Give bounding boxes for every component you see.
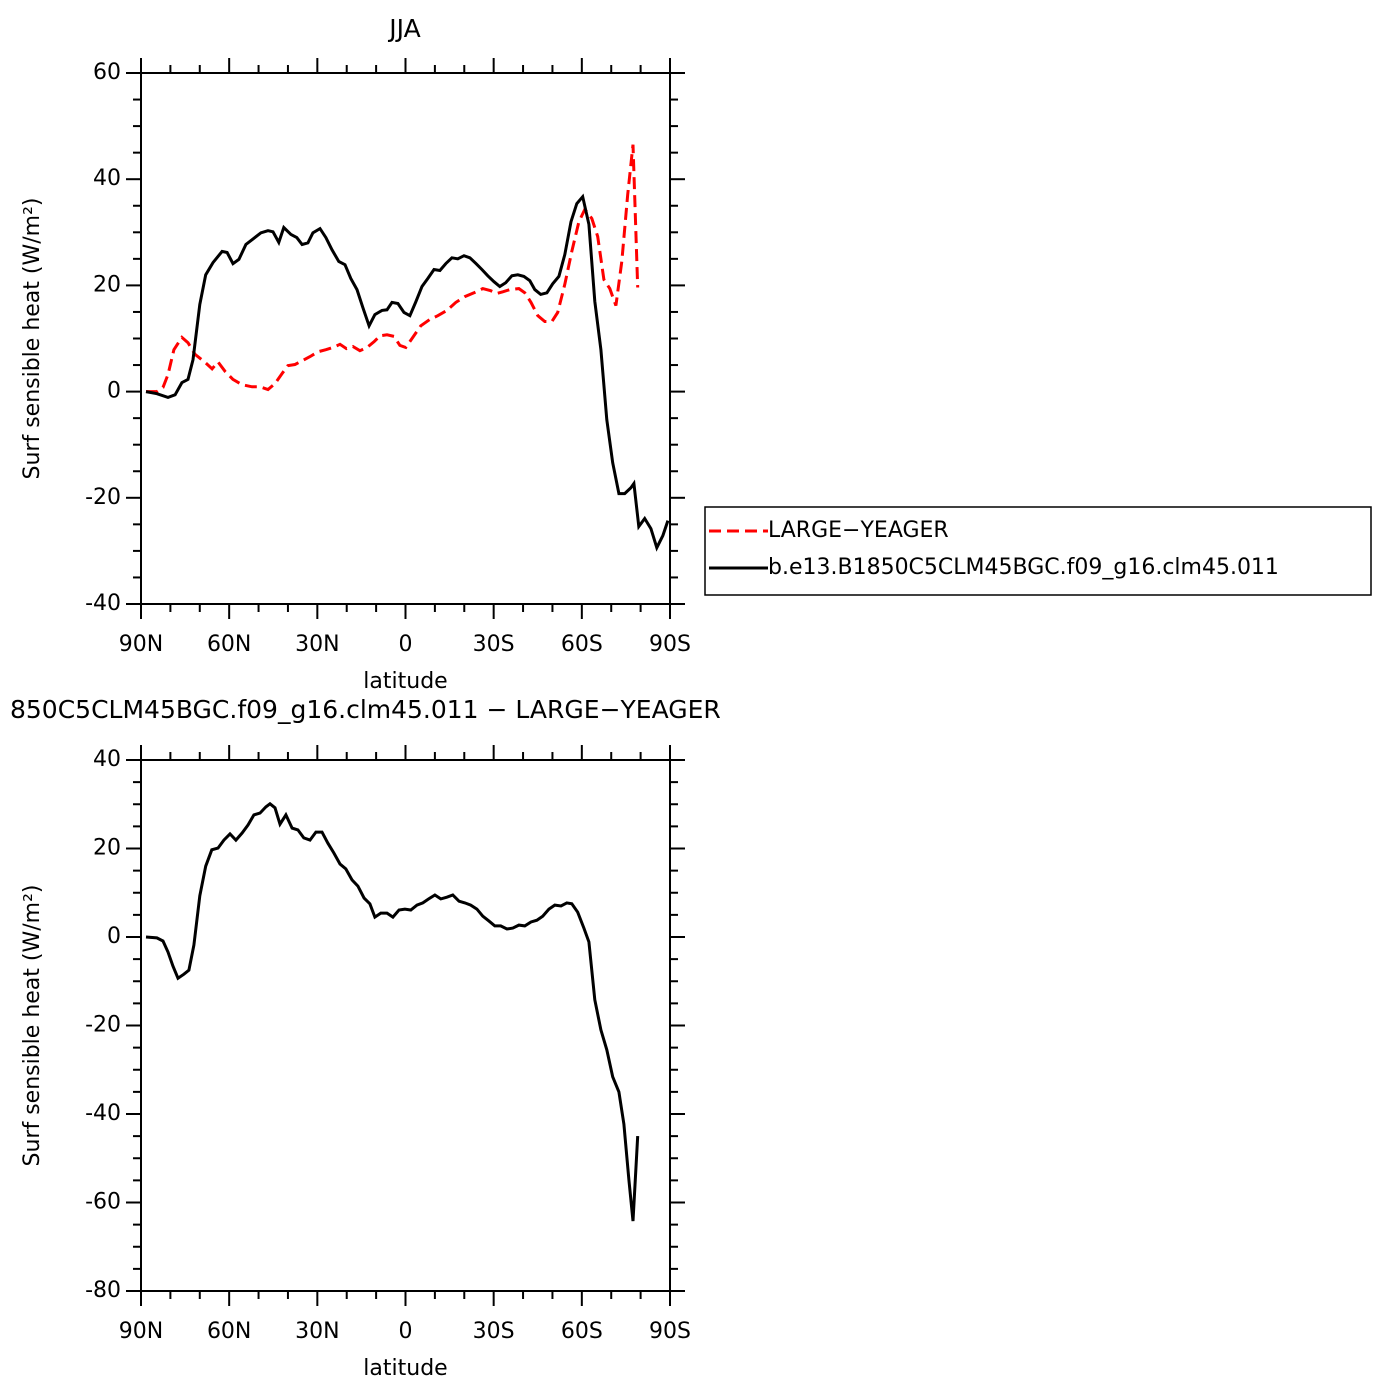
y-tick-label: 40	[93, 747, 121, 772]
y-tick-label: 0	[107, 379, 121, 404]
x-tick-label: 60S	[561, 632, 603, 657]
y-tick-label: -40	[85, 1101, 121, 1126]
y-tick-label: -80	[85, 1278, 121, 1303]
x-axis-label: latitude	[363, 1356, 447, 1381]
y-tick-label: -20	[85, 485, 121, 510]
legend-box	[704, 506, 1372, 596]
chart-title: 850C5CLM45BGC.f09_g16.clm45.011 − LARGE−…	[10, 695, 721, 724]
x-tick-label: 90S	[649, 1319, 691, 1344]
x-tick-label: 90N	[119, 1319, 163, 1344]
x-tick-label: 30S	[473, 632, 515, 657]
chart-title: JJA	[387, 14, 420, 43]
y-axis-label: Surf sensible heat (W/m²)	[20, 198, 45, 480]
x-tick-label: 30S	[473, 1319, 515, 1344]
y-tick-label: 20	[93, 272, 121, 297]
legend-label: LARGE−YEAGER	[768, 518, 949, 543]
x-tick-label: 30N	[295, 632, 339, 657]
x-tick-label: 60S	[561, 1319, 603, 1344]
series-line	[145, 801, 640, 1222]
plot-frame	[140, 759, 671, 1292]
x-tick-label: 90N	[119, 632, 163, 657]
x-tick-label: 0	[399, 632, 413, 657]
y-tick-label: -60	[85, 1190, 121, 1215]
x-tick-label: 60N	[207, 1319, 251, 1344]
x-axis-label: latitude	[363, 669, 447, 694]
y-tick-label: 20	[93, 836, 121, 861]
legend-label: b.e13.B1850C5CLM45BGC.f09_g16.clm45.011	[768, 555, 1279, 580]
y-axis-label: Surf sensible heat (W/m²)	[20, 885, 45, 1167]
y-tick-label: -20	[85, 1013, 121, 1038]
y-tick-label: 40	[93, 166, 121, 191]
x-tick-label: 60N	[207, 632, 251, 657]
y-tick-label: 0	[107, 924, 121, 949]
x-tick-label: 90S	[649, 632, 691, 657]
y-tick-label: -40	[85, 591, 121, 616]
y-tick-label: 60	[93, 60, 121, 85]
series-line	[145, 193, 670, 552]
x-tick-label: 30N	[295, 1319, 339, 1344]
series-line	[146, 144, 640, 394]
x-tick-label: 0	[399, 1319, 413, 1344]
plot-frame	[140, 72, 671, 605]
